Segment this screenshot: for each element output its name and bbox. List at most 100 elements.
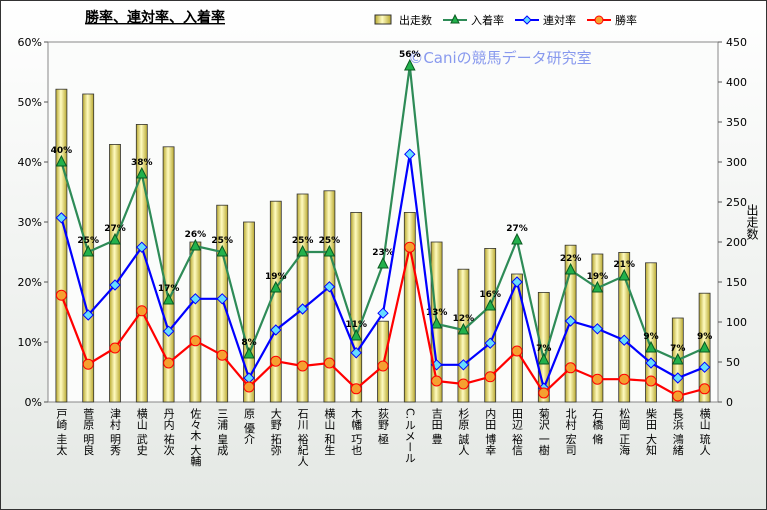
y2-tick-label: 400 <box>726 76 747 89</box>
marker <box>645 375 657 387</box>
x-tick-label: 吉田 豊 <box>430 408 443 445</box>
x-tick-label: 佐々木 大輔 <box>189 407 202 467</box>
marker <box>243 381 255 393</box>
y2-tick-label: 100 <box>726 316 747 329</box>
marker <box>55 289 67 301</box>
marker <box>537 352 550 365</box>
data-label: 26% <box>185 230 207 240</box>
x-tick-label: 原 優介 <box>243 408 256 445</box>
y-tick-label: 30% <box>18 216 42 229</box>
legend-label: 出走数 <box>399 13 432 27</box>
watermark: ©Caniの競馬データ研究室 <box>408 49 591 67</box>
x-tick-label: 内田 博幸 <box>484 407 497 456</box>
marker <box>511 276 523 288</box>
legend-marker <box>594 15 604 25</box>
marker <box>82 244 95 257</box>
marker <box>109 279 121 291</box>
x-tick-label: 菅原 明良 <box>82 408 95 456</box>
data-label: 7% <box>536 344 551 354</box>
marker <box>564 262 577 275</box>
marker <box>430 316 443 329</box>
y-tick-label: 50% <box>18 96 42 109</box>
bar <box>350 211 363 403</box>
data-label: 25% <box>319 236 341 246</box>
marker <box>564 315 577 327</box>
x-tick-label: 菊沢 一樹 <box>537 408 550 456</box>
marker <box>645 340 657 353</box>
y-tick-label: 20% <box>18 276 42 289</box>
legend-marker <box>450 13 460 24</box>
chart-title: 勝率、連対率、入着率 <box>85 9 225 26</box>
data-label: 11% <box>345 320 367 330</box>
marker <box>538 387 550 399</box>
y2-tick-label: 50 <box>726 356 740 369</box>
marker <box>189 293 202 305</box>
marker <box>55 212 68 224</box>
legend-marker <box>522 15 532 25</box>
marker <box>269 280 282 293</box>
legend-swatch <box>374 14 392 25</box>
marker <box>350 347 362 359</box>
x-tick-label: 荻野 極 <box>377 408 390 445</box>
marker <box>403 58 416 71</box>
marker <box>189 238 202 251</box>
marker <box>431 375 443 387</box>
data-label: 16% <box>479 290 501 300</box>
marker <box>82 309 94 321</box>
marker <box>216 244 229 257</box>
data-label: 17% <box>158 284 180 294</box>
marker <box>270 324 282 336</box>
x-tick-label: 柴田 大知 <box>645 407 658 456</box>
bar <box>484 247 497 403</box>
data-label: 25% <box>77 236 99 246</box>
y2-tick-label: 0 <box>726 396 733 409</box>
y-tick-label: 60% <box>18 36 42 49</box>
marker <box>297 360 309 372</box>
x-tick-label: 田辺 裕信 <box>511 408 524 456</box>
marker <box>591 323 604 335</box>
x-tick-label: 戸崎 圭太 <box>55 408 68 456</box>
data-label: 56% <box>399 50 421 60</box>
data-label: 7% <box>670 344 685 354</box>
data-label: 13% <box>426 308 448 318</box>
data-label: 19% <box>587 272 609 282</box>
marker <box>511 232 523 245</box>
marker <box>109 342 121 354</box>
y-tick-label: 0% <box>25 396 42 409</box>
marker <box>698 340 711 353</box>
marker <box>484 337 496 349</box>
marker <box>591 280 604 293</box>
bar <box>323 190 336 403</box>
marker <box>216 293 228 305</box>
x-tick-label: C.ルメール <box>403 408 416 463</box>
marker <box>671 352 684 365</box>
marker <box>109 232 121 245</box>
y2-axis-label: 出走数 <box>745 204 759 241</box>
marker <box>296 303 309 315</box>
marker <box>162 325 175 337</box>
data-label: 25% <box>292 236 314 246</box>
marker <box>404 241 416 253</box>
marker <box>699 383 711 395</box>
x-tick-label: 石川 裕紀人 <box>296 408 309 467</box>
data-label: 21% <box>613 260 635 270</box>
data-label: 9% <box>697 332 712 342</box>
marker <box>270 355 282 367</box>
bar <box>618 251 631 403</box>
x-tick-label: 津村 明秀 <box>109 408 122 456</box>
legend-label: 入着率 <box>471 13 504 27</box>
bar <box>511 273 523 403</box>
marker <box>323 357 335 369</box>
legend-label: 勝率 <box>615 13 637 27</box>
bar <box>55 88 68 403</box>
bar <box>537 291 550 403</box>
marker <box>136 305 148 317</box>
marker <box>350 328 363 341</box>
x-tick-label: 木幡 巧也 <box>350 408 363 456</box>
marker <box>511 345 523 357</box>
bar <box>296 193 309 403</box>
bar <box>109 143 121 403</box>
marker <box>82 358 94 370</box>
x-tick-label: 横山 和生 <box>323 407 336 456</box>
x-tick-label: 大野 拓弥 <box>269 407 282 456</box>
